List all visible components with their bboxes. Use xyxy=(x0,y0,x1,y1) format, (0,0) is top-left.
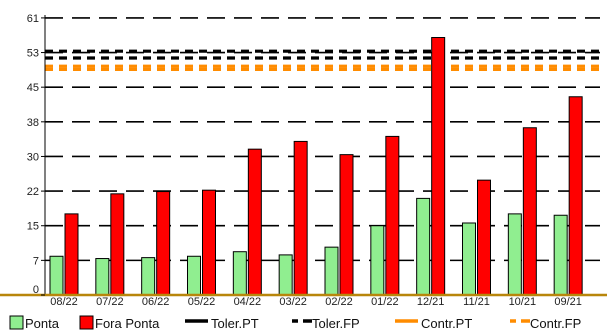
bar-ponta xyxy=(416,197,431,296)
legend-item: Ponta xyxy=(9,315,60,331)
y-tick-label: 15 xyxy=(27,221,39,233)
y-tick-label: 22 xyxy=(27,186,39,198)
reference-lines xyxy=(45,49,600,72)
legend-label: Toler.PT xyxy=(211,316,259,331)
bar-fora-ponta xyxy=(522,127,537,296)
bar-ponta xyxy=(462,222,476,296)
x-tick-label: 04/22 xyxy=(234,296,262,308)
legend-swatch xyxy=(9,315,24,330)
bar-ponta xyxy=(95,258,110,296)
y-tick-label: 38 xyxy=(27,117,39,129)
legend-label: Toler.FP xyxy=(312,316,360,331)
grid-lines xyxy=(45,17,600,262)
y-tick-labels: 0 7 15 22 30 38 45 53 61 xyxy=(27,13,39,296)
legend-label: Contr.PT xyxy=(421,316,472,331)
bar-ponta xyxy=(141,257,156,296)
y-tick-label: 45 xyxy=(27,82,39,94)
legend-item: Contr.PT xyxy=(395,316,472,331)
legend-label: Fora Ponta xyxy=(95,316,160,331)
legend-label: Ponta xyxy=(25,316,60,331)
bar-fora-ponta xyxy=(64,213,79,296)
bar-fora-ponta xyxy=(431,37,446,296)
x-tick-label: 03/22 xyxy=(279,296,307,308)
x-tick-label: 07/22 xyxy=(96,296,124,308)
legend-item: Toler.FP xyxy=(292,316,360,331)
x-tick-label: 09/21 xyxy=(554,296,582,308)
legend-swatch xyxy=(79,315,94,330)
bar-fora-ponta xyxy=(568,96,583,296)
bar-fora-ponta xyxy=(156,191,171,296)
x-tick-label: 06/22 xyxy=(142,296,170,308)
bar-ponta xyxy=(370,225,385,296)
bar-fora-ponta xyxy=(247,148,262,296)
bar-ponta xyxy=(278,254,293,296)
x-tick-labels: 08/22 07/22 06/22 05/22 04/22 03/22 02/22 01/22… xyxy=(50,296,582,308)
bar-ponta xyxy=(553,214,568,296)
bar-ponta xyxy=(187,255,201,296)
legend-item: Contr.FP xyxy=(510,316,581,331)
bar-fora-ponta xyxy=(385,135,400,296)
x-tick-label: 08/22 xyxy=(50,296,78,308)
y-tick-label: 0 xyxy=(33,284,39,296)
bar-fora-ponta xyxy=(202,189,216,296)
bar-ponta xyxy=(507,213,522,296)
bar-ponta xyxy=(232,251,247,296)
bar-fora-ponta xyxy=(293,140,308,296)
y-tick-label: 53 xyxy=(27,48,39,60)
legend-label: Contr.FP xyxy=(530,316,581,331)
bar-fora-ponta xyxy=(339,154,354,296)
bar-fora-ponta xyxy=(477,179,491,296)
x-tick-label: 01/22 xyxy=(371,296,399,308)
x-tick-label: 02/22 xyxy=(325,296,353,308)
x-tick-label: 12/21 xyxy=(417,296,445,308)
y-tick-label: 7 xyxy=(33,255,39,267)
x-tick-label: 05/22 xyxy=(188,296,216,308)
bars xyxy=(49,37,583,296)
y-tick-label: 30 xyxy=(27,151,39,163)
bar-fora-ponta xyxy=(110,193,125,296)
axes xyxy=(0,15,607,297)
legend-item: Toler.PT xyxy=(185,316,259,331)
legend-item: Fora Ponta xyxy=(79,315,160,331)
x-tick-label: 10/21 xyxy=(509,296,537,308)
bar-ponta xyxy=(324,246,339,296)
x-tick-label: 11/21 xyxy=(463,296,490,308)
legend: Ponta Fora Ponta Toler.PT Toler.FP Contr.PT C… xyxy=(9,315,581,331)
bar-ponta xyxy=(49,255,64,296)
y-tick-label: 61 xyxy=(27,13,39,25)
